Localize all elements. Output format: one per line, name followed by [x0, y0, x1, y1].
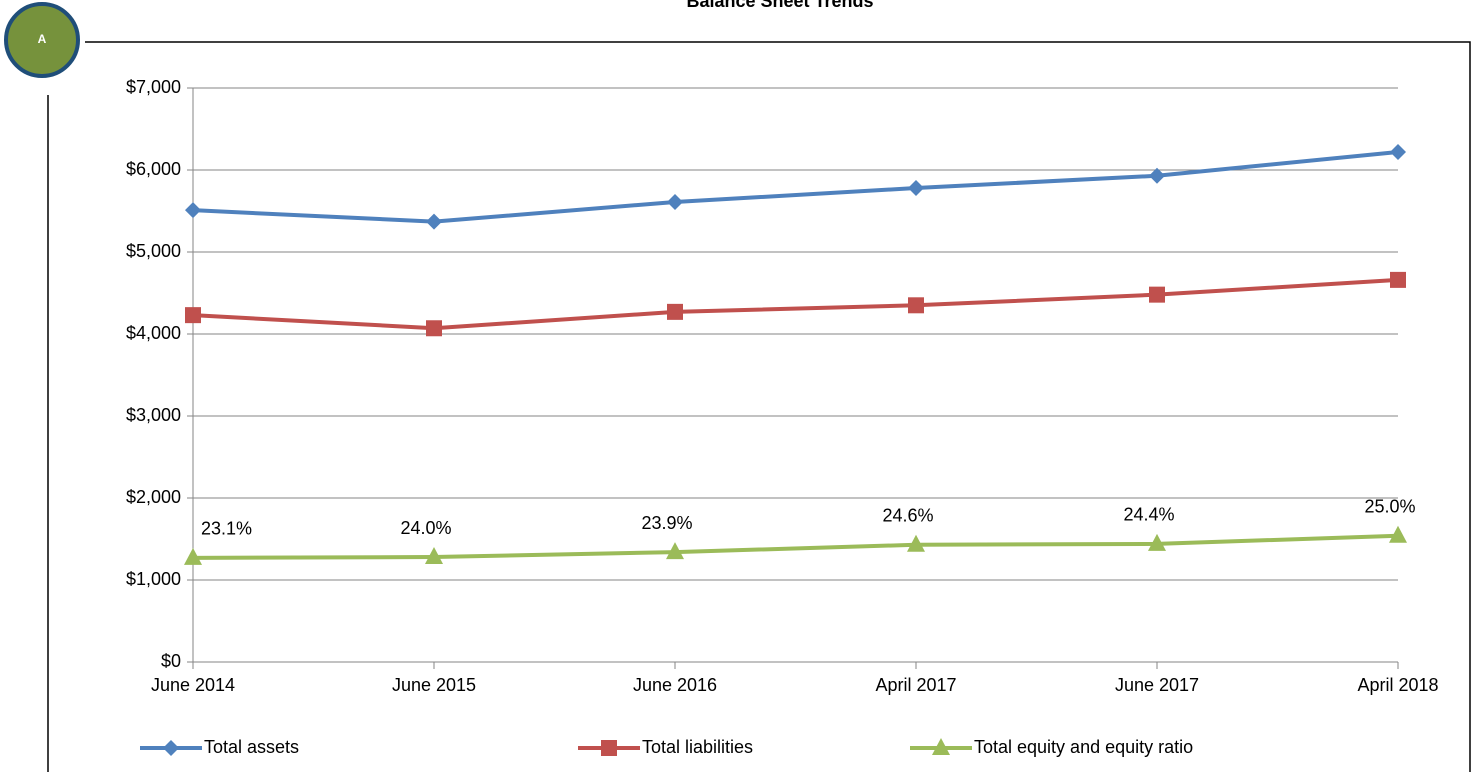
data-point: [667, 303, 683, 320]
data-point: [1390, 143, 1406, 160]
badge-label: A: [38, 32, 47, 46]
data-label: 23.9%: [641, 513, 692, 533]
data-point: [1148, 533, 1166, 551]
badge: [4, 2, 80, 78]
x-tick-label: June 2017: [1115, 675, 1199, 695]
data-point: [908, 180, 924, 197]
data-point: [1149, 286, 1165, 303]
y-tick-label: $1,000: [126, 569, 181, 589]
data-point: [185, 307, 201, 324]
data-point: [425, 547, 443, 565]
legend-marker: [601, 740, 617, 756]
legend-label: Total assets: [204, 737, 299, 757]
x-tick-label: June 2014: [151, 675, 235, 695]
legend-label: Total liabilities: [642, 737, 753, 757]
legend-label: Total equity and equity ratio: [974, 737, 1193, 757]
y-tick-label: $4,000: [126, 323, 181, 343]
x-tick-label: June 2016: [633, 675, 717, 695]
y-tick-label: $5,000: [126, 241, 181, 261]
x-tick-label: June 2015: [392, 675, 476, 695]
data-point: [1389, 525, 1407, 543]
y-tick-label: $2,000: [126, 487, 181, 507]
data-point: [907, 534, 925, 552]
data-label: 24.4%: [1123, 505, 1174, 525]
y-tick-label: $0: [161, 651, 181, 671]
series-line: [192, 533, 1399, 560]
x-tick-label: April 2017: [875, 675, 956, 695]
legend-marker: [932, 738, 950, 755]
chart-frame: [47, 41, 1471, 772]
data-point: [185, 202, 201, 219]
series-line: [192, 149, 1399, 224]
x-tick-label: April 2018: [1357, 675, 1438, 695]
y-tick-label: $3,000: [126, 405, 181, 425]
data-point: [184, 547, 202, 565]
data-label: 24.0%: [400, 518, 451, 538]
chart-title: Balance Sheet Trends: [686, 0, 873, 11]
data-point: [426, 213, 442, 230]
data-point: [1149, 167, 1165, 184]
data-point: [426, 320, 442, 337]
data-point: [908, 297, 924, 314]
data-point: [666, 542, 684, 560]
data-label: 23.1%: [201, 519, 252, 539]
y-tick-label: $7,000: [126, 77, 181, 97]
data-point: [667, 193, 683, 210]
data-label: 25.0%: [1364, 496, 1415, 516]
series-line: [192, 277, 1399, 331]
data-point: [1390, 271, 1406, 288]
legend-marker: [163, 740, 179, 756]
y-tick-label: $6,000: [126, 159, 181, 179]
data-label: 24.6%: [882, 505, 933, 525]
